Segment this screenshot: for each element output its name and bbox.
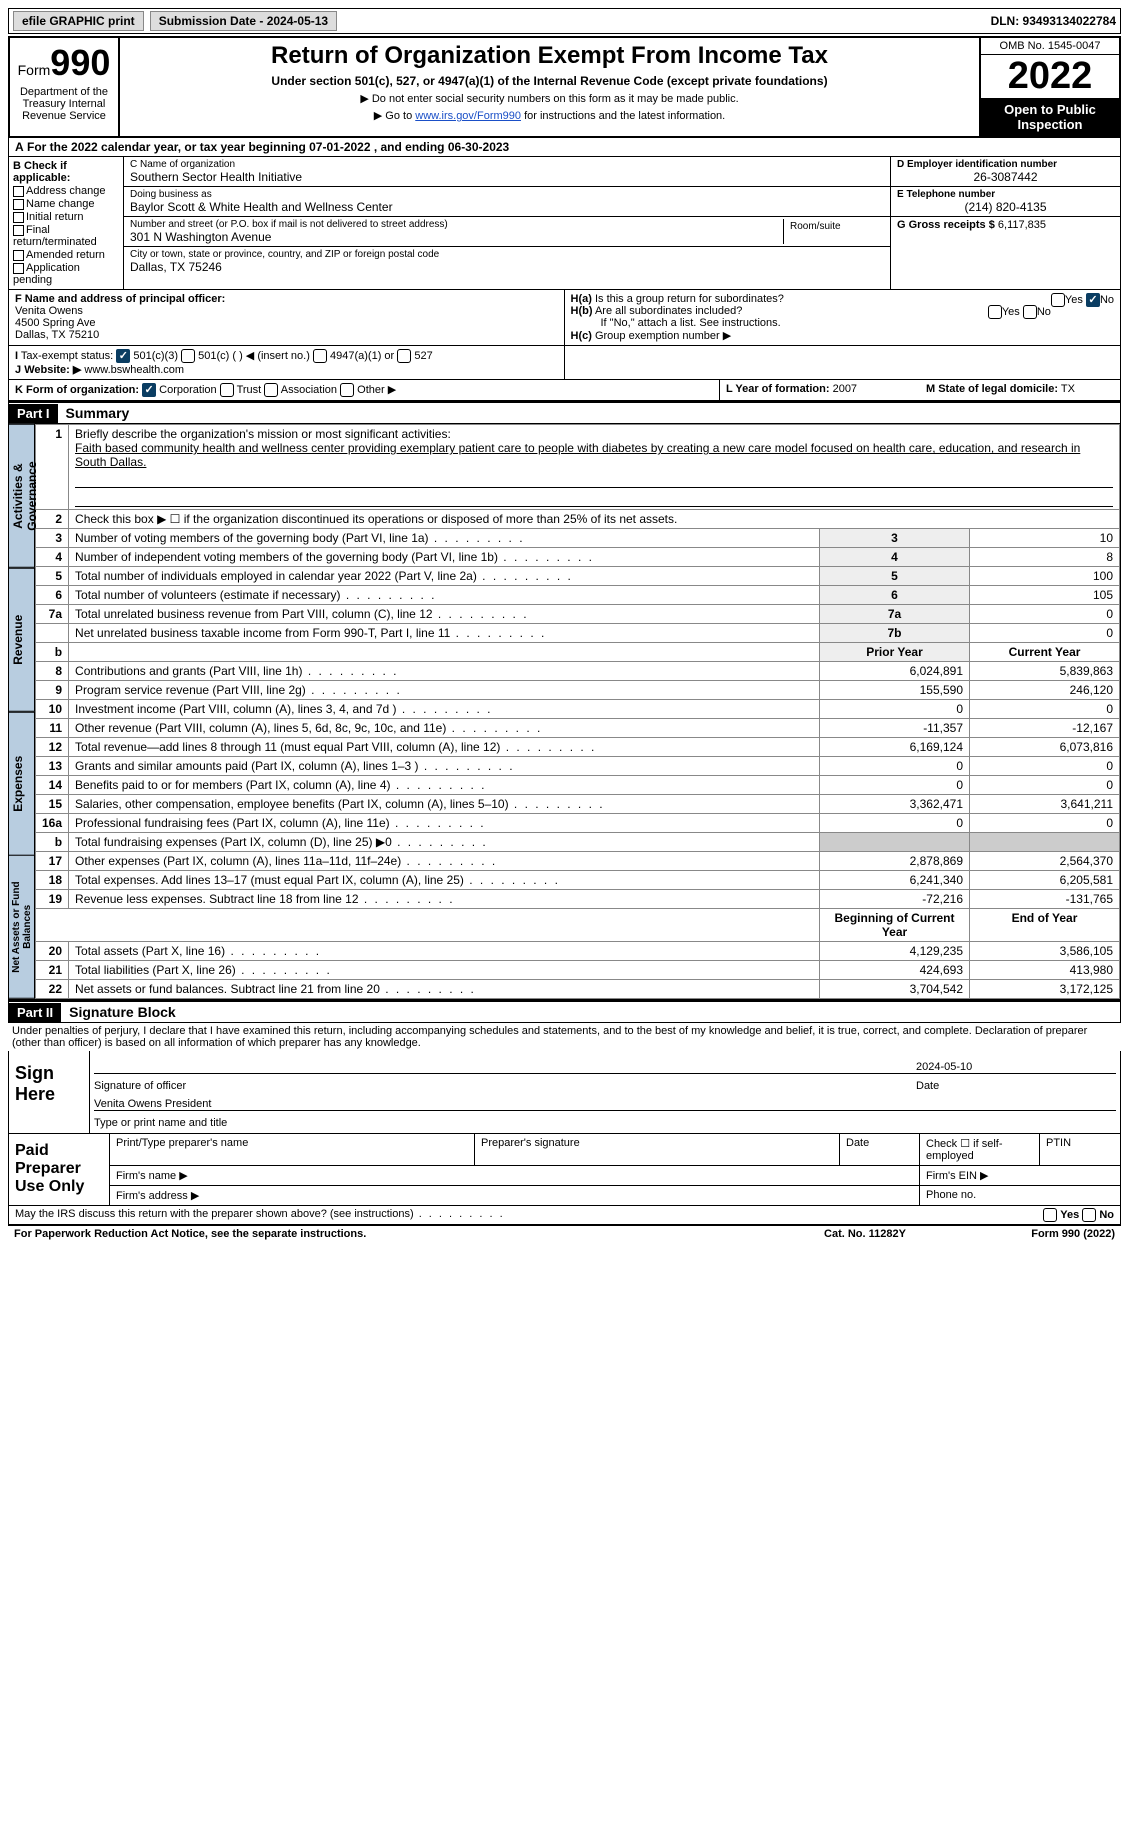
- discuss-no-checkbox[interactable]: [1082, 1208, 1096, 1222]
- top-toolbar: efile GRAPHIC print Submission Date - 20…: [8, 8, 1121, 34]
- dln-label: DLN: 93493134022784: [991, 14, 1116, 28]
- other-checkbox[interactable]: [340, 383, 354, 397]
- city-state-zip: Dallas, TX 75246: [130, 260, 884, 274]
- signature-block: Sign Here 2024-05-10 Signature of office…: [8, 1051, 1121, 1134]
- ha-yes-checkbox[interactable]: [1051, 293, 1065, 307]
- street-label: Number and street (or P.O. box if mail i…: [130, 219, 783, 230]
- tax-year: 2022: [981, 55, 1119, 98]
- org-form-row: K Form of organization: ✓ Corporation Tr…: [8, 380, 1121, 401]
- org-name-label: C Name of organization: [130, 159, 884, 170]
- state-domicile: TX: [1061, 383, 1075, 395]
- irs-link[interactable]: www.irs.gov/Form990: [415, 110, 521, 122]
- officer-addr1: 4500 Spring Ave: [15, 317, 558, 329]
- room-label: Room/suite: [790, 221, 878, 232]
- ssn-note: ▶ Do not enter social security numbers o…: [128, 92, 971, 105]
- officer-typed-name: Venita Owens President: [94, 1098, 1116, 1110]
- part1-header: Part I Summary: [8, 401, 1121, 424]
- irs-discuss-row: May the IRS discuss this return with the…: [8, 1206, 1121, 1225]
- type-print-label: Type or print name and title: [94, 1117, 1116, 1129]
- website-value: www.bswhealth.com: [84, 364, 184, 376]
- dba-name: Baylor Scott & White Health and Wellness…: [130, 200, 884, 214]
- gross-receipts-label: G Gross receipts $: [897, 219, 995, 231]
- h-a-label: Is this a group return for subordinates?: [595, 293, 784, 305]
- tab-expenses: Expenses: [9, 712, 35, 856]
- tab-activities: Activities & Governance: [9, 424, 35, 568]
- trust-checkbox[interactable]: [220, 383, 234, 397]
- 527-checkbox[interactable]: [397, 349, 411, 363]
- h-b-label: Are all subordinates included?: [595, 305, 742, 317]
- phone-value: (214) 820-4135: [897, 200, 1114, 214]
- initial-return-checkbox[interactable]: [13, 212, 24, 223]
- dba-label: Doing business as: [130, 189, 884, 200]
- 501c3-checkbox[interactable]: ✓: [116, 349, 130, 363]
- gross-receipts-value: 6,117,835: [998, 219, 1046, 231]
- paid-preparer-label: Paid Preparer Use Only: [9, 1134, 109, 1205]
- form-header: Form990 Department of the Treasury Inter…: [8, 36, 1121, 138]
- org-name: Southern Sector Health Initiative: [130, 170, 884, 184]
- form-subtitle: Under section 501(c), 527, or 4947(a)(1)…: [128, 74, 971, 88]
- sig-officer-label: Signature of officer: [94, 1080, 916, 1092]
- street-address: 301 N Washington Avenue: [130, 230, 783, 244]
- application-pending-checkbox[interactable]: [13, 263, 24, 274]
- 4947-checkbox[interactable]: [313, 349, 327, 363]
- city-label: City or town, state or province, country…: [130, 249, 884, 260]
- open-public-label: Open to Public Inspection: [981, 98, 1119, 136]
- ein-label: D Employer identification number: [897, 159, 1057, 170]
- discuss-yes-checkbox[interactable]: [1043, 1208, 1057, 1222]
- officer-name: Venita Owens: [15, 305, 558, 317]
- ein-value: 26-3087442: [897, 170, 1114, 184]
- tab-netassets: Net Assets or Fund Balances: [9, 855, 35, 999]
- corporation-checkbox[interactable]: ✓: [142, 383, 156, 397]
- q1-text: Faith based community health and wellnes…: [75, 441, 1080, 469]
- sig-date: 2024-05-10: [916, 1061, 1116, 1073]
- amended-return-checkbox[interactable]: [13, 250, 24, 261]
- goto-note: ▶ Go to www.irs.gov/Form990 for instruct…: [128, 109, 971, 122]
- website-label: Website: ▶: [24, 364, 81, 376]
- tax-exempt-label: Tax-exempt status:: [21, 350, 113, 362]
- officer-addr2: Dallas, TX 75210: [15, 329, 558, 341]
- ha-no-checkbox[interactable]: ✓: [1086, 293, 1100, 307]
- name-change-checkbox[interactable]: [13, 199, 24, 210]
- tab-revenue: Revenue: [9, 568, 35, 712]
- declaration-text: Under penalties of perjury, I declare th…: [8, 1023, 1121, 1051]
- dept-label: Department of the Treasury Internal Reve…: [14, 84, 114, 124]
- form-org-label: K Form of organization:: [15, 384, 139, 396]
- page-footer: For Paperwork Reduction Act Notice, see …: [8, 1225, 1121, 1242]
- omb-number: OMB No. 1545-0047: [981, 38, 1119, 55]
- summary-table: 1 Briefly describe the organization's mi…: [35, 424, 1120, 999]
- part2-header: Part II Signature Block: [8, 1000, 1121, 1023]
- q2-text: Check this box ▶ ☐ if the organization d…: [69, 510, 1120, 529]
- 501c-checkbox[interactable]: [181, 349, 195, 363]
- officer-group-row: F Name and address of principal officer:…: [8, 290, 1121, 346]
- tax-status-website-row: I Tax-exempt status: ✓ 501(c)(3) 501(c) …: [8, 346, 1121, 380]
- efile-print-button[interactable]: efile GRAPHIC print: [13, 11, 144, 31]
- q1-label: Briefly describe the organization's miss…: [75, 427, 451, 441]
- identity-block: B Check if applicable: Address change Na…: [8, 157, 1121, 290]
- form-number: Form990: [14, 42, 114, 84]
- form-title: Return of Organization Exempt From Incom…: [128, 42, 971, 70]
- association-checkbox[interactable]: [264, 383, 278, 397]
- year-formation: 2007: [833, 383, 857, 395]
- calendar-year-row: A For the 2022 calendar year, or tax yea…: [8, 138, 1121, 157]
- hb-no-checkbox[interactable]: [1023, 305, 1037, 319]
- submission-date-label: Submission Date - 2024-05-13: [150, 11, 337, 31]
- h-c-label: Group exemption number ▶: [595, 330, 731, 342]
- section-b-checkboxes: B Check if applicable: Address change Na…: [9, 157, 124, 289]
- phone-label: E Telephone number: [897, 189, 995, 200]
- sign-here-label: Sign Here: [9, 1051, 89, 1133]
- address-change-checkbox[interactable]: [13, 186, 24, 197]
- final-return-checkbox[interactable]: [13, 225, 24, 236]
- preparer-block: Paid Preparer Use Only Print/Type prepar…: [8, 1134, 1121, 1206]
- part1-body: Activities & Governance Revenue Expenses…: [8, 424, 1121, 1000]
- officer-label: F Name and address of principal officer:: [15, 293, 225, 305]
- hb-yes-checkbox[interactable]: [988, 305, 1002, 319]
